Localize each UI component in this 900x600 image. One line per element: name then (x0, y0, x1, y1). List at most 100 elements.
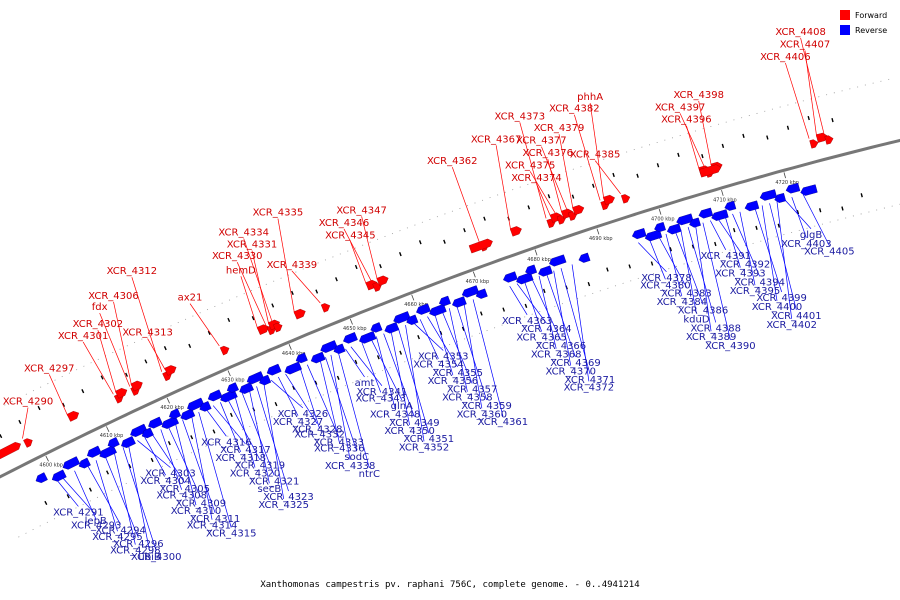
forward-leader-line (99, 312, 131, 387)
reverse-gene-label: XCR_4363 (502, 316, 553, 327)
gene-marker (807, 115, 810, 121)
reverse-gene-label: XCR_4327 (273, 417, 324, 428)
reverse-leader-line (95, 460, 118, 532)
gene-marker (766, 135, 769, 140)
forward-gene-label: XCR_4306 (88, 291, 139, 302)
kbp-tick (411, 294, 415, 301)
forward-gene-label: XCR_4382 (549, 104, 600, 115)
gene-glyph-layer (0, 132, 834, 484)
gene-marker (190, 435, 194, 440)
reverse-leader-line (319, 359, 340, 443)
forward-gene-arrow (219, 345, 230, 356)
reverse-gene-label: XCR_4403 (781, 239, 832, 250)
gene-marker (656, 163, 660, 168)
reverse-gene-arrow (711, 209, 729, 221)
reverse-gene-arrow (266, 363, 282, 376)
gene-marker (336, 375, 340, 380)
reverse-gene-label: glgB (800, 230, 822, 241)
forward-leader-line (343, 228, 373, 283)
reverse-gene-label: XCR_4371 (565, 375, 616, 386)
gene-marker (81, 389, 85, 394)
gene-marker (227, 317, 231, 323)
forward-gene-label: XCR_4297 (24, 363, 75, 374)
gene-marker (831, 118, 834, 123)
reverse-leader-line (638, 242, 667, 273)
kbp-tick (596, 228, 600, 235)
reverse-legend-label: Reverse (855, 26, 887, 35)
gene-marker (777, 223, 781, 228)
forward-gene-label: XCR_4301 (58, 331, 109, 342)
reverse-leader-line (191, 415, 213, 520)
reverse-gene-label: XCR_4319 (235, 461, 286, 472)
reverse-gene-label: XCR_4298 (110, 546, 161, 557)
gene-marker (106, 470, 110, 475)
reverse-leader-line (167, 425, 202, 498)
reverse-gene-label: XCR_4326 (278, 409, 329, 420)
reverse-gene-arrow (516, 272, 534, 285)
reverse-gene-label: XCR_4358 (442, 393, 493, 404)
gene-marker (292, 385, 296, 390)
gene-marker (0, 433, 3, 439)
gene-marker (786, 125, 790, 130)
forward-leader-line (800, 37, 825, 135)
gene-marker (443, 239, 446, 244)
forward-gene-label: XCR_4376 (523, 148, 574, 159)
kbp-tick (288, 344, 292, 350)
forward-gene-arrow (293, 308, 306, 320)
reverse-leader-line (330, 354, 351, 460)
reverse-leader-line (56, 479, 79, 507)
reverse-gene-label: XCR_4320 (230, 468, 281, 479)
reverse-leader-line (370, 338, 403, 400)
forward-gene-label: XCR_4312 (107, 266, 158, 277)
reverse-gene-arrow (538, 265, 553, 277)
gene-marker (212, 429, 216, 434)
reverse-gene-arrow (239, 382, 254, 394)
forward-leader-line (541, 146, 568, 212)
forward-leader-line (236, 262, 267, 326)
gene-marker (335, 277, 338, 282)
gene-marker (677, 152, 680, 157)
reverse-gene-label: XCR_4378 (641, 273, 692, 284)
reverse-gene-arrow (207, 389, 223, 402)
reverse-leader-line (463, 302, 483, 409)
gene-marker (636, 173, 639, 178)
kbp-tick (45, 455, 49, 462)
reverse-leader-line (205, 408, 227, 437)
reverse-gene-label: XCR_4360 (457, 409, 508, 420)
gene-marker (290, 290, 294, 296)
reverse-gene-label: XCR_4383 (661, 288, 712, 299)
gene-marker (62, 402, 66, 407)
forward-leader-line (277, 218, 295, 314)
reverse-leader-line (791, 197, 807, 238)
forward-gene-arrow (698, 164, 722, 178)
reverse-leader-line (761, 205, 778, 301)
reverse-gene-label: XCR_4351 (404, 434, 455, 445)
gene-marker (527, 205, 531, 210)
kbp-tick (106, 426, 110, 432)
reverse-gene-label: XCR_4308 (156, 491, 207, 502)
gene-marker (461, 326, 465, 331)
forward-leader-line (243, 238, 273, 324)
reverse-gene-label: XCR_4359 (461, 401, 512, 412)
reverse-leader-line (122, 447, 157, 552)
reverse-leader-line (241, 392, 275, 476)
reverse-gene-label: XCR_4296 (113, 539, 164, 550)
reverse-gene-arrow (51, 469, 67, 482)
reverse-gene-arrow (654, 221, 666, 233)
reverse-gene-label: XCR_4402 (766, 320, 817, 331)
reverse-gene-label: XCR_4333 (314, 438, 365, 449)
reverse-gene-arrow (343, 332, 358, 344)
reverse-gene-arrow (187, 397, 205, 411)
reverse-gene-arrow (220, 389, 238, 403)
reverse-gene-label: XCR_4384 (657, 297, 708, 308)
gene-marker (463, 228, 466, 233)
reverse-gene-arrow (130, 423, 148, 438)
reverse-gene-label: XCR_4300 (131, 552, 182, 563)
reverse-gene-label: XCR_4323 (263, 492, 314, 503)
reverse-leader-line (151, 433, 186, 484)
reverse-leader-line (546, 273, 576, 358)
forward-gene-arrow (468, 238, 493, 254)
gene-marker (742, 133, 745, 138)
gene-marker (669, 247, 672, 252)
